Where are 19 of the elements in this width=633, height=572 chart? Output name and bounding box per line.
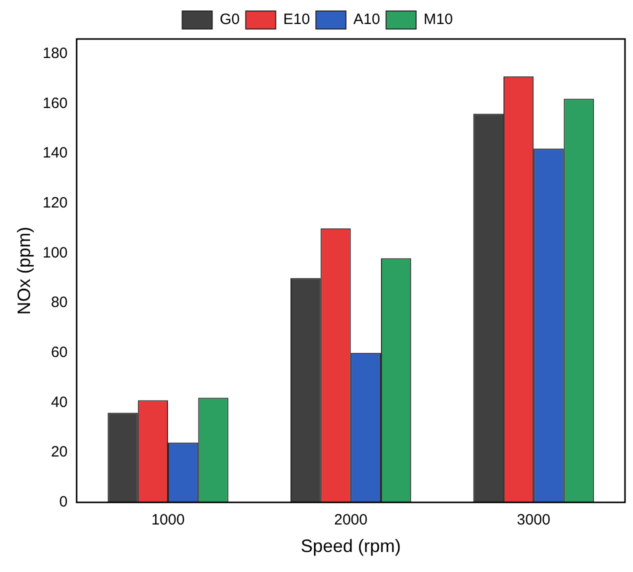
y-tick-label: 40 <box>50 394 68 411</box>
y-tick-label: 80 <box>50 294 68 312</box>
y-tick-label: 0 <box>59 494 68 511</box>
x-axis-title: Speed (rpm) <box>300 536 401 556</box>
x-tick-label: 2000 <box>334 512 368 529</box>
x-tick-label: 1000 <box>151 512 185 529</box>
y-tick-label: 20 <box>50 444 68 461</box>
y-tick-label: 140 <box>42 144 68 162</box>
legend-label: G0 <box>220 11 240 28</box>
legend-label: M10 <box>424 11 453 28</box>
legend-label: E10 <box>283 11 310 28</box>
y-tick-label: 100 <box>42 244 68 262</box>
y-tick-label: 120 <box>42 194 68 212</box>
y-axis-title: NOx (ppm) <box>14 226 34 315</box>
x-tick-label: 3000 <box>516 512 550 529</box>
y-tick-label: 60 <box>50 344 68 362</box>
y-tick-label: 160 <box>42 94 68 112</box>
y-tick-label: 180 <box>42 45 68 62</box>
legend-label: A10 <box>353 11 380 28</box>
